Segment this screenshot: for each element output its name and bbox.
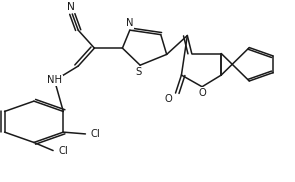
Text: S: S <box>135 67 142 77</box>
Text: Cl: Cl <box>91 129 101 139</box>
Text: N: N <box>126 18 134 28</box>
Text: NH: NH <box>47 76 62 86</box>
Text: N: N <box>67 2 75 12</box>
Text: O: O <box>165 94 173 104</box>
Text: O: O <box>199 88 206 98</box>
Text: Cl: Cl <box>58 146 68 156</box>
